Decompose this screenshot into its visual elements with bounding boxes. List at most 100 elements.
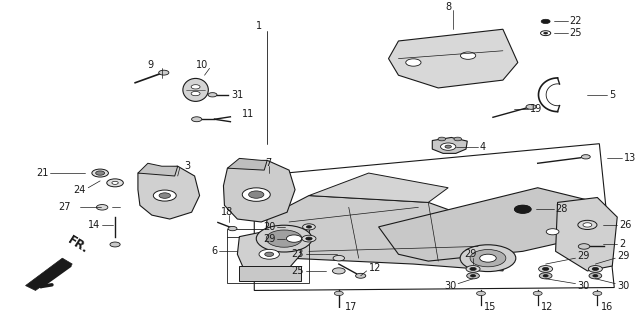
Circle shape [477,291,486,295]
Circle shape [593,291,602,295]
Text: 14: 14 [88,220,100,230]
Circle shape [515,205,531,213]
Text: 24: 24 [73,185,85,195]
Circle shape [445,145,451,148]
Text: 20: 20 [263,222,275,232]
Text: 29: 29 [577,251,590,261]
Circle shape [110,242,120,247]
Text: 18: 18 [221,207,234,217]
Text: 25: 25 [291,266,304,276]
Polygon shape [26,258,72,290]
Text: 5: 5 [609,90,616,100]
Polygon shape [379,188,597,261]
Circle shape [228,226,237,231]
Circle shape [466,265,480,272]
Circle shape [97,205,108,210]
Circle shape [191,85,200,89]
Circle shape [593,275,598,277]
Text: 30: 30 [577,280,589,290]
Polygon shape [138,166,200,219]
Text: 7: 7 [265,158,271,168]
Text: 27: 27 [58,202,71,212]
Circle shape [467,273,479,279]
Polygon shape [264,196,518,271]
Text: 29: 29 [617,251,630,261]
Circle shape [440,143,456,150]
Text: 31: 31 [232,90,244,100]
Text: 23: 23 [292,249,304,259]
Circle shape [334,291,343,295]
Circle shape [541,19,550,23]
Circle shape [460,52,476,59]
Polygon shape [556,198,617,271]
Polygon shape [309,173,448,203]
Circle shape [454,137,461,141]
Circle shape [470,249,506,267]
Circle shape [191,91,200,96]
Circle shape [460,245,516,272]
Text: 2: 2 [620,239,625,249]
Text: 30: 30 [617,280,630,290]
Text: 25: 25 [570,28,582,38]
Text: 29: 29 [263,233,275,244]
Circle shape [583,223,592,227]
Text: 10: 10 [196,60,208,70]
Polygon shape [432,137,467,153]
Circle shape [333,255,344,261]
Bar [227,229,309,283]
Circle shape [332,268,345,274]
Circle shape [592,267,598,270]
Circle shape [154,190,176,201]
Text: 15: 15 [484,302,497,312]
Circle shape [307,226,312,228]
Circle shape [578,220,597,229]
Circle shape [96,171,104,175]
Circle shape [191,117,202,122]
Circle shape [546,229,559,235]
Circle shape [539,265,553,272]
Circle shape [107,179,124,187]
Text: 12: 12 [541,302,553,312]
Circle shape [480,254,496,262]
Text: 16: 16 [600,302,612,312]
Polygon shape [239,266,301,281]
Text: 6: 6 [211,246,218,256]
Circle shape [266,230,302,247]
Circle shape [112,181,118,184]
Circle shape [265,252,274,256]
Text: 3: 3 [185,161,191,171]
Text: 1: 1 [256,21,262,31]
Circle shape [581,155,590,159]
Circle shape [159,70,169,75]
Circle shape [470,267,476,270]
Circle shape [208,93,217,97]
Text: 19: 19 [530,105,542,115]
Polygon shape [138,163,178,176]
Circle shape [306,237,312,240]
Text: 22: 22 [570,16,582,26]
Circle shape [287,235,301,242]
Ellipse shape [183,79,209,101]
Circle shape [243,188,270,201]
Circle shape [540,273,552,279]
Circle shape [544,32,548,34]
Circle shape [302,235,316,242]
Circle shape [543,267,549,270]
Text: 9: 9 [148,60,154,70]
Text: 8: 8 [445,2,451,12]
Polygon shape [227,158,268,170]
Text: FR.: FR. [65,233,91,256]
Circle shape [470,275,476,277]
Circle shape [256,225,312,252]
Text: 26: 26 [620,220,632,230]
Polygon shape [388,29,518,88]
Text: 29: 29 [464,249,476,259]
Circle shape [589,273,602,279]
Circle shape [259,249,280,259]
Circle shape [526,105,536,109]
Circle shape [438,137,445,141]
Text: 21: 21 [36,168,49,178]
Text: 17: 17 [345,302,357,312]
Polygon shape [223,160,295,222]
Circle shape [248,191,264,198]
